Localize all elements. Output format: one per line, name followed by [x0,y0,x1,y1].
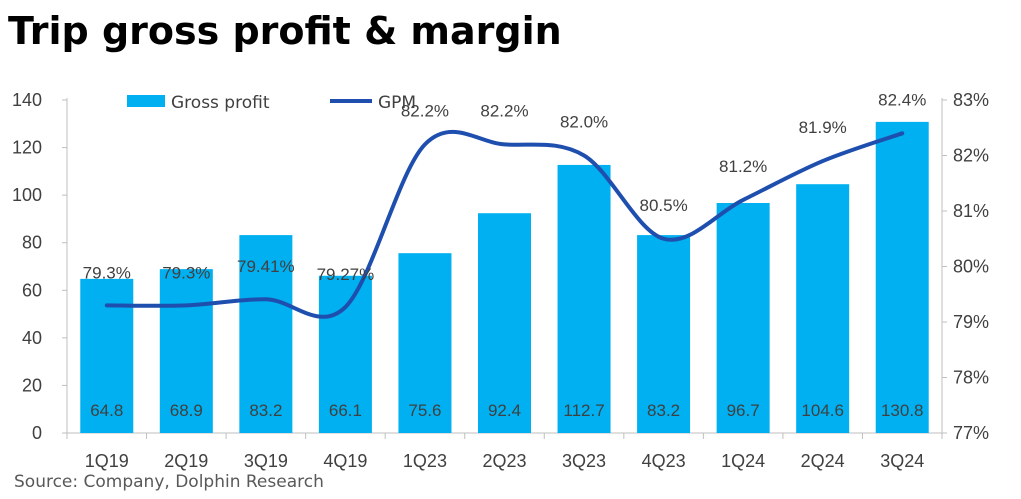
bar [557,164,611,433]
y-left-tick-label: 40 [22,328,42,348]
gpm-value-label: 82.2% [480,101,528,120]
gpm-value-label: 82.4% [878,90,926,109]
x-tick-label: 3Q24 [880,451,924,471]
bar-value-label: 104.6 [801,401,844,420]
x-tick-label: 4Q19 [323,451,367,471]
bars [80,121,929,433]
legend-label-gross-profit: Gross profit [171,93,270,113]
axes: 0 20 40 60 80 100 120 140 77% 78% 79% 80% 81% 82% 83% 1… [12,90,989,471]
bar-value-label: 66.1 [329,401,362,420]
bar [796,184,850,433]
y-left-tick-label: 60 [22,280,42,300]
bar-value-label: 75.6 [408,401,441,420]
x-tick-label: 3Q19 [244,451,288,471]
x-tick-label: 3Q23 [562,451,606,471]
legend-label-gpm: GPM [378,93,416,113]
legend-bar-swatch [127,95,165,107]
gpm-line [104,129,905,319]
gpm-value-label: 80.5% [639,196,687,215]
gpm-value-label: 82.2% [401,101,449,120]
y-right-tick-label: 81% [953,201,989,221]
bar-value-label: 130.8 [881,401,924,420]
y-right-tick-label: 77% [953,423,989,443]
x-tick-label: 4Q23 [642,451,686,471]
x-tick-label: 1Q19 [85,451,129,471]
bar-value-label: 83.2 [249,401,282,420]
gpm-value-label: 79.3% [83,263,131,282]
gpm-value-label: 81.2% [719,157,767,176]
y-right-tick-label: 78% [953,368,989,388]
y-right-tick-label: 79% [953,312,989,332]
gpm-value-label: 79.27% [317,265,375,284]
gpm-line-path [104,129,905,319]
x-tick-label: 2Q19 [164,451,208,471]
x-tick-label: 1Q23 [403,451,447,471]
bar [398,253,452,433]
bar [875,121,929,433]
bar-value-label: 68.9 [170,401,203,420]
gpm-value-label: 79.3% [162,263,210,282]
bar-value-label: 92.4 [488,401,521,420]
y-left-tick-label: 100 [12,185,42,205]
gpm-value-label: 79.41% [237,257,295,276]
y-left-tick-label: 140 [12,90,42,110]
bar-value-label: 83.2 [647,401,680,420]
y-right-tick-label: 83% [953,90,989,110]
bar [716,202,770,433]
bar [478,213,531,433]
bar-value-label: 112.7 [563,401,604,420]
bar-value-label: 64.8 [90,401,123,420]
x-tick-label: 2Q23 [482,451,526,471]
legend: Gross profit GPM [127,93,416,113]
y-left-tick-label: 0 [32,423,42,443]
y-right-tick-label: 80% [953,257,989,277]
y-right-tick-label: 82% [953,146,989,166]
bar [318,275,372,433]
x-tick-label: 1Q24 [721,451,765,471]
y-left-tick-label: 80 [22,233,42,253]
bar [159,269,213,433]
x-tick-label: 2Q24 [801,451,845,471]
y-left-tick-label: 120 [12,138,42,158]
gpm-value-label: 81.9% [799,118,847,137]
gpm-value-label: 82.0% [560,113,608,132]
chart-title: Trip gross profit & margin [8,9,562,53]
source-note: Source: Company, Dolphin Research [14,472,324,492]
data-labels: 64.8 68.9 83.2 66.1 75.6 92.4 112.7 83.2 96.7 104… [83,90,927,420]
y-left-tick-label: 20 [22,375,42,395]
bar [637,235,691,433]
bar-value-label: 96.7 [727,401,760,420]
bar [239,235,293,433]
